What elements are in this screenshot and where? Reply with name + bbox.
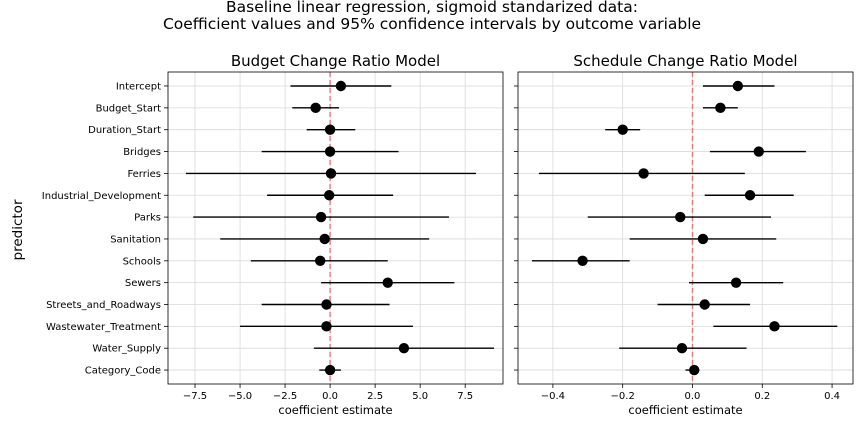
y-axis-label: predictor	[10, 199, 26, 260]
y-tick-label: Category_Code	[85, 366, 161, 377]
estimate-point-sanitation	[697, 233, 709, 245]
panel-title: Schedule Change Ratio Model	[573, 52, 797, 70]
estimate-point-schools	[577, 255, 588, 266]
x-tick-label: 5.0	[412, 391, 428, 402]
estimate-point-category-code	[324, 364, 336, 376]
y-tick-label: Duration_Start	[88, 125, 161, 136]
x-tick-label: 2.5	[367, 391, 383, 402]
x-axis-label: coefficient estimate	[278, 403, 392, 417]
x-tick-label: −0.2	[611, 391, 635, 402]
y-tick-label: Budget_Start	[96, 103, 161, 114]
x-tick-label: −0.4	[541, 391, 565, 402]
axes-frame	[167, 71, 504, 385]
estimate-point-streets-and-roadways	[321, 299, 332, 310]
panel-schedule: Schedule Change Ratio Model −0.4 −0.2 0.0 0.…	[514, 52, 854, 417]
x-axis-label: coefficient estimate	[628, 403, 742, 417]
x-tick-label: 0.0	[322, 391, 338, 402]
y-tick-label: Parks	[134, 213, 161, 224]
y-tick-label: Streets_and_Roadways	[46, 300, 161, 311]
estimate-point-category-code	[689, 364, 700, 376]
estimate-point-sanitation	[319, 233, 330, 245]
estimate-point-intercept	[732, 80, 744, 92]
estimate-point-bridges	[753, 146, 764, 157]
x-tick-label: −5.0	[228, 391, 252, 402]
figure-title-line2: Coefficient values and 95% confidence in…	[163, 15, 701, 33]
estimate-point-duration-start	[617, 124, 628, 135]
y-tick-label: Wastewater_Treatment	[46, 322, 161, 333]
estimate-point-budget-start	[715, 102, 726, 114]
estimate-point-intercept	[335, 80, 347, 92]
figure-title-line1: Baseline linear regression, sigmoid stan…	[226, 0, 638, 16]
y-tick-label: Industrial_Development	[42, 191, 161, 202]
estimate-point-wastewater-treatment	[321, 321, 332, 332]
estimate-point-wastewater-treatment	[769, 321, 780, 332]
y-tick-label: Water_Supply	[92, 344, 161, 355]
estimate-point-duration-start	[324, 124, 336, 135]
axes-frame	[517, 71, 854, 385]
estimate-point-sewers	[382, 277, 393, 288]
x-tick-label: 0.4	[824, 391, 840, 402]
y-tick-label: Bridges	[123, 147, 161, 158]
y-tick-label: Schools	[123, 256, 161, 267]
estimate-point-sewers	[730, 277, 742, 288]
panel-budget: Budget Change Ratio Model −7.5 −5.0 −2.5 0.0…	[42, 52, 504, 417]
y-tick-label: Sewers	[125, 278, 161, 289]
estimate-point-streets-and-roadways	[699, 299, 710, 310]
estimate-point-ferries	[638, 168, 649, 179]
estimate-point-water-supply	[398, 343, 410, 354]
y-tick-label: Intercept	[116, 82, 161, 93]
estimate-point-parks	[315, 211, 327, 223]
y-tick-label: Ferries	[127, 169, 161, 180]
estimate-point-ferries	[325, 168, 337, 179]
estimate-point-industrial-development	[323, 190, 335, 201]
x-tick-label: 7.5	[457, 391, 473, 402]
x-tick-label: −7.5	[183, 391, 207, 402]
estimate-point-schools	[314, 255, 326, 266]
x-tick-label: −2.5	[273, 391, 297, 402]
estimate-point-bridges	[324, 146, 336, 157]
estimate-point-parks	[675, 211, 686, 223]
x-tick-label: 0.0	[685, 391, 701, 402]
y-tick-label: Sanitation	[110, 234, 161, 245]
estimate-point-industrial-development	[744, 190, 756, 201]
panel-title: Budget Change Ratio Model	[231, 52, 440, 70]
estimate-point-water-supply	[676, 343, 688, 354]
x-tick-label: 0.2	[754, 391, 770, 402]
estimate-point-budget-start	[310, 102, 321, 114]
